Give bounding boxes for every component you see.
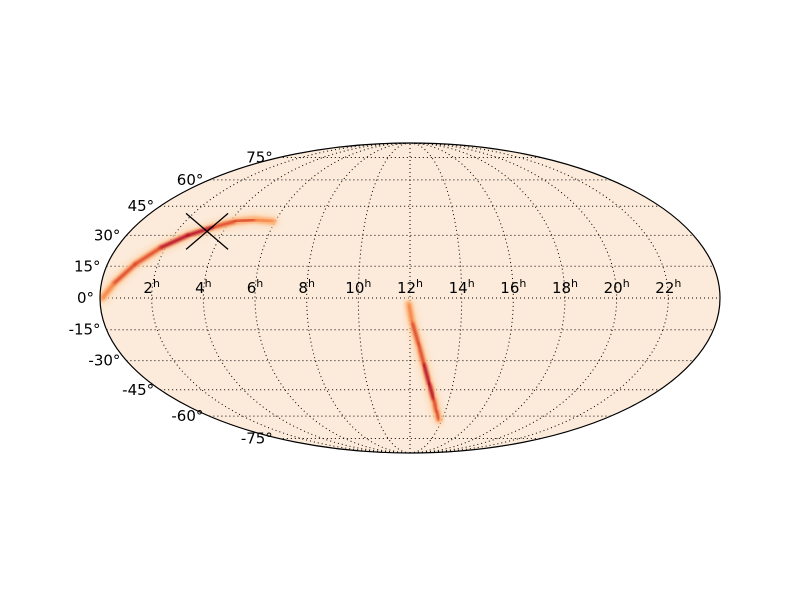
- arc-core-segment: [101, 282, 116, 299]
- ra-tick-labels: 22h 20h 18h 16h 14h 12h 10h 8h 6h 4h 2h: [143, 277, 681, 297]
- arc-core-segment: [432, 397, 438, 413]
- probability-arc-northern-arc: [100, 212, 280, 305]
- probability-arc-southern-arc: [401, 297, 446, 427]
- dec-tick-label: -15°: [69, 321, 101, 339]
- ra-gridline: [357, 143, 411, 453]
- ra-tick-label: 14h: [449, 277, 475, 297]
- ra-tick-label: 4h: [195, 277, 212, 297]
- ra-gridline: [409, 143, 618, 453]
- ra-tick-label: 16h: [500, 277, 526, 297]
- probability-arcs: [100, 212, 446, 427]
- ra-tick-label: 2h: [143, 277, 160, 297]
- ra-tick-label: 10h: [345, 277, 371, 297]
- arc-core-segment: [210, 220, 237, 229]
- dec-tick-label: -45°: [122, 381, 154, 399]
- arc-core-segment: [233, 218, 256, 223]
- dec-tick-label: 60°: [177, 171, 204, 189]
- sky-outline: [99, 142, 721, 454]
- arc-core-segment: [435, 409, 441, 421]
- arc-core-segment: [112, 262, 137, 285]
- marker-stroke: [185, 212, 229, 250]
- arc-core-segment: [417, 343, 426, 366]
- ra-tick-label: 20h: [604, 277, 630, 297]
- arc-core-segment: [407, 303, 414, 325]
- ra-gridline: [409, 143, 514, 453]
- dec-tick-label: 0°: [77, 289, 94, 307]
- ra-tick-label: 6h: [247, 277, 264, 297]
- dec-tick-label: -30°: [88, 352, 120, 370]
- arc-core-segment: [133, 246, 163, 266]
- ra-gridline: [202, 143, 411, 453]
- dec-tick-label: 15°: [74, 257, 101, 275]
- ra-tick-label: 12h: [397, 277, 423, 297]
- arc-core-segment: [422, 363, 431, 386]
- arc-core-segment: [159, 233, 190, 250]
- ra-gridline: [409, 143, 669, 453]
- arc-core-segment: [427, 382, 436, 401]
- dec-tick-label: 75°: [246, 149, 273, 167]
- dec-tick-label: -75°: [241, 429, 273, 447]
- dec-tick-label: -60°: [171, 407, 203, 425]
- ra-tick-label: 18h: [552, 277, 578, 297]
- dec-tick-label: 30°: [94, 226, 121, 244]
- arc-core-segment: [253, 218, 274, 223]
- dec-tick-label: 45°: [128, 197, 155, 215]
- ra-tick-label: 8h: [298, 277, 315, 297]
- arc-core-segment: [411, 322, 420, 346]
- arc-core-segment: [186, 225, 214, 237]
- marker-cross: [185, 212, 229, 250]
- ra-gridline: [306, 143, 411, 453]
- dec-tick-labels: 75° 60° 45° 30° 15° 0° -15° -30°-45° -60° -75°: [69, 149, 273, 448]
- ra-gridline: [151, 143, 411, 453]
- ra-tick-label: 22h: [655, 277, 681, 297]
